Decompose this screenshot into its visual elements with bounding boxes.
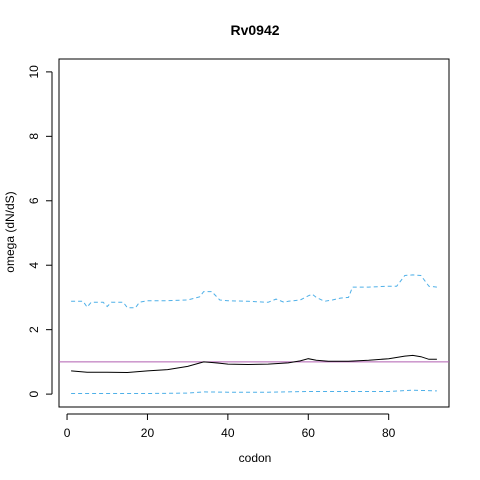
y-tick-label-2: 4 xyxy=(27,262,41,269)
y-axis-label: omega (dN/dS) xyxy=(3,191,17,272)
y-tick-label-3: 6 xyxy=(27,197,41,204)
plot-frame xyxy=(58,58,450,408)
y-tick-label-0: 0 xyxy=(27,390,41,397)
y-tick-label-5: 10 xyxy=(27,65,41,79)
x-tick-label-1: 20 xyxy=(141,426,155,440)
x-tick-label-4: 80 xyxy=(382,426,396,440)
y-tick-label-1: 2 xyxy=(27,326,41,333)
x-axis-label: codon xyxy=(239,451,272,465)
upper-bound-line xyxy=(71,274,437,309)
x-tick-label-3: 60 xyxy=(302,426,316,440)
x-tick-label-2: 40 xyxy=(221,426,235,440)
y-tick-label-4: 8 xyxy=(27,133,41,140)
chart-title: Rv0942 xyxy=(230,22,279,38)
x-tick-label-0: 0 xyxy=(64,426,71,440)
omega-estimate-line xyxy=(71,354,437,374)
lower-bound-line xyxy=(71,389,437,394)
plot-area: 0 20 40 60 80 0 2 4 6 8 10 xyxy=(27,58,450,440)
